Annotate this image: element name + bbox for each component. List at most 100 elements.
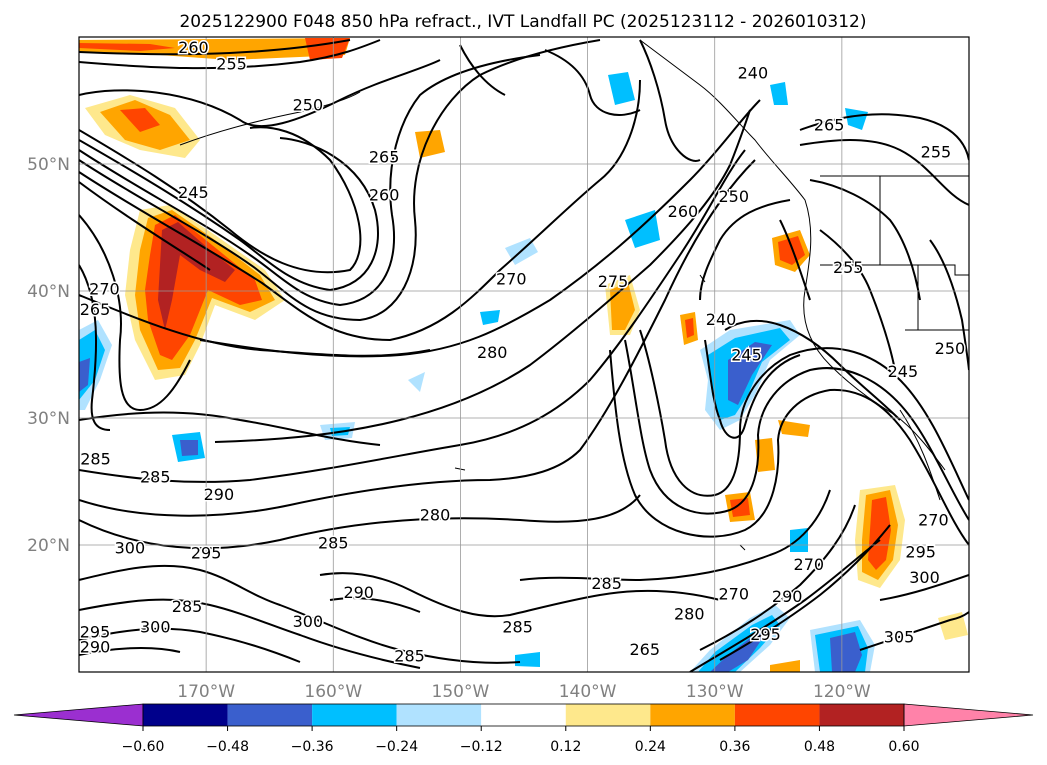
contour-line (624, 339, 969, 521)
contour-label: 265 (814, 116, 845, 135)
y-tick-label: 30°N (27, 409, 70, 429)
contour-label: 240 (706, 310, 737, 329)
colorbar-tick-label: −0.24 (375, 739, 418, 755)
shade-negative (830, 632, 862, 672)
contour-label: 280 (477, 343, 508, 362)
map-frame (78, 36, 970, 673)
contour-line (799, 113, 969, 161)
colorbar-tick-label: 0.24 (635, 739, 666, 755)
colorbar-segment (819, 704, 904, 726)
contour-line (79, 494, 641, 550)
colorbar-tick-label: −0.60 (122, 739, 165, 755)
colorbar-segment (565, 704, 651, 726)
colorbar-tick-label: −0.36 (291, 739, 334, 755)
contour-line (699, 504, 856, 651)
shade-positive (868, 497, 891, 570)
shade-negative (625, 210, 660, 248)
contour-label: 250 (293, 95, 324, 114)
contour-line (79, 411, 381, 446)
contour-label: 295 (750, 625, 781, 644)
contour-label: 285 (172, 597, 203, 616)
contour-label: 285 (502, 617, 533, 636)
contour-line (859, 611, 969, 651)
contour-label: 295 (905, 542, 936, 561)
contour-label: 280 (420, 506, 451, 525)
contour-line (79, 149, 746, 483)
x-tick-label: 150°W (432, 682, 490, 702)
y-tick-label: 50°N (27, 155, 70, 175)
contour-label: 270 (496, 269, 527, 288)
contour-line (79, 264, 111, 431)
contour-line (704, 339, 801, 439)
contour-label: 260 (369, 185, 400, 204)
shade-negative (480, 310, 500, 325)
colorbar-segment (143, 704, 228, 726)
contour-line (79, 159, 756, 517)
contour-line (609, 349, 969, 546)
coastline-layer (179, 39, 969, 551)
colorbar-segment (734, 704, 820, 726)
shade-positive (730, 498, 750, 517)
contour-line (79, 39, 351, 56)
contour-line (319, 572, 721, 618)
contour-label: 290 (204, 485, 235, 504)
contour-line (544, 49, 641, 116)
shade-negative (515, 652, 540, 667)
coastline (639, 39, 946, 471)
contour-label: 290 (772, 587, 803, 606)
shade-positive (685, 318, 694, 338)
colorbar-tick-label: 0.12 (550, 739, 581, 755)
contour-label: 285 (80, 450, 111, 469)
contour-labels: 260 255 250 245 265 260 270 275 280 265 270 285 285 2… (78, 37, 966, 667)
shade-negative (728, 342, 772, 405)
contour-label: 285 (318, 533, 349, 552)
contour-label: 290 (80, 638, 111, 657)
contour-label: 255 (216, 55, 247, 74)
contour-label: 275 (598, 272, 629, 291)
contour-line (79, 39, 381, 70)
shade-negative (608, 72, 635, 105)
contour-label: 245 (178, 183, 209, 202)
contour-label: 280 (674, 605, 705, 624)
shade-positive (79, 43, 175, 51)
contour-line (879, 574, 969, 601)
contour-line (79, 564, 521, 664)
x-tick-label: 140°W (559, 682, 617, 702)
contour-label: 285 (591, 574, 622, 593)
shade-negative (408, 372, 425, 392)
contour-line (79, 647, 181, 656)
coastline (739, 544, 746, 551)
colorbar-frame (142, 703, 905, 727)
contour-line (79, 54, 541, 307)
shade-positive (755, 438, 775, 472)
shade-positive (778, 420, 810, 437)
colorbar-tick-label: −0.48 (206, 739, 249, 755)
contour-label: 245 (888, 362, 919, 381)
colorbar-extend-high (903, 703, 1034, 727)
contour-label: 270 (89, 279, 120, 298)
shade-negative (79, 358, 90, 392)
contour-line (699, 199, 791, 301)
colorbar-segment (481, 704, 566, 726)
contour-line (929, 239, 969, 371)
colorbar-segment (227, 704, 313, 726)
shade-positive (845, 108, 868, 130)
shade-positive (938, 612, 968, 640)
contour-line (459, 44, 506, 96)
contour-line (79, 214, 191, 412)
contour-label: 240 (738, 64, 769, 83)
x-tick-label: 160°W (304, 682, 362, 702)
contour-label: 270 (918, 511, 949, 530)
contour-line (79, 79, 641, 342)
shade-positive (770, 660, 800, 672)
contour-label: 265 (80, 300, 111, 319)
contour-label: 260 (178, 38, 209, 57)
contour-label: 270 (794, 555, 825, 574)
contour-label: 300 (115, 539, 146, 558)
x-tick-label: 170°W (177, 682, 235, 702)
coastline (699, 274, 706, 283)
contour-line (639, 39, 701, 162)
contour-label: 260 (668, 202, 699, 221)
contour-label: 270 (719, 584, 750, 603)
